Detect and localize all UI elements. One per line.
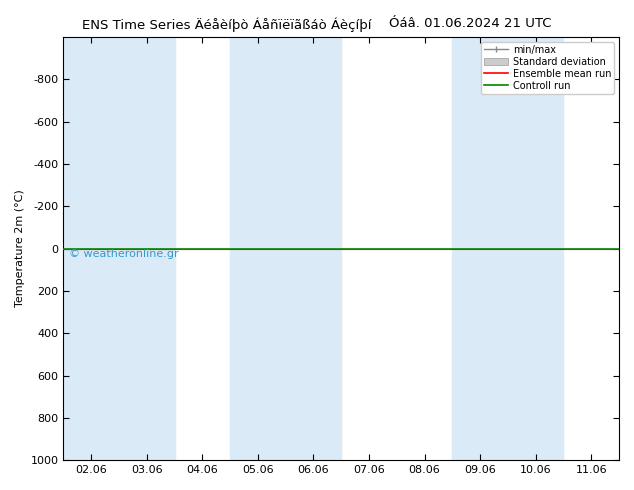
- Text: Óáâ. 01.06.2024 21 UTC: Óáâ. 01.06.2024 21 UTC: [389, 17, 552, 30]
- Text: ENS Time Series Äéåèíþò Áåñïëïãßáò Áèçíþí: ENS Time Series Äéåèíþò Áåñïëïãßáò Áèçíþ…: [82, 17, 372, 32]
- Legend: min/max, Standard deviation, Ensemble mean run, Controll run: min/max, Standard deviation, Ensemble me…: [481, 42, 614, 94]
- Bar: [230, 37, 341, 460]
- Text: © weatheronline.gr: © weatheronline.gr: [69, 248, 179, 259]
- Bar: [63, 37, 174, 460]
- Y-axis label: Temperature 2m (°C): Temperature 2m (°C): [15, 190, 25, 307]
- Bar: [452, 37, 564, 460]
